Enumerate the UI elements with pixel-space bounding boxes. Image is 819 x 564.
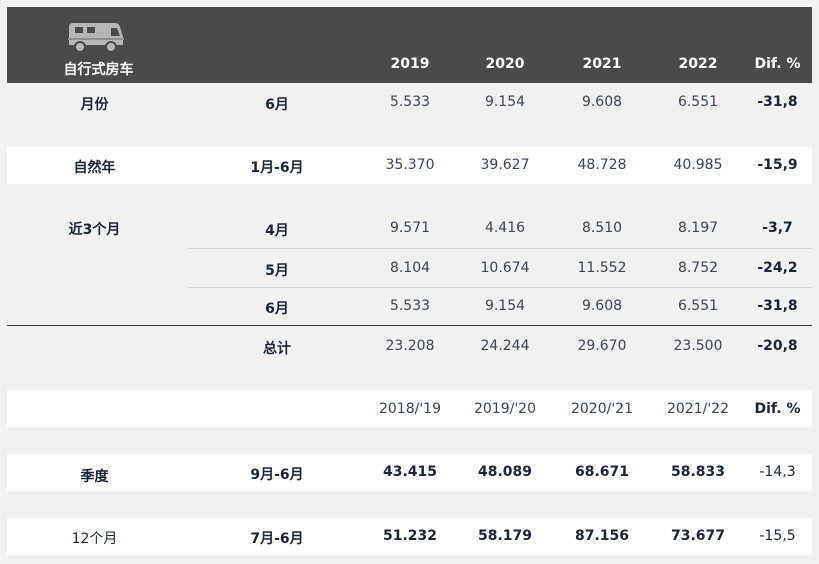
col-header-diff: Dif. %: [754, 401, 801, 417]
row-label: 季度: [80, 469, 109, 485]
cell-2021: 9.608: [581, 298, 623, 314]
cell-diff: -3,7: [762, 220, 793, 236]
row-period: 4月: [265, 223, 289, 239]
cell-2019-20: 58.179: [477, 528, 533, 544]
row-period: 1月-6月: [250, 160, 304, 176]
table-row-ytd: [7, 147, 812, 184]
row-label: 自然年: [73, 160, 116, 176]
cell-2020: 4.416: [484, 220, 526, 236]
cell-diff: -31,8: [757, 298, 798, 314]
cell-2021: 9.608: [581, 94, 623, 110]
cell-diff: -15,5: [759, 528, 796, 544]
cell-2021: 8.510: [581, 220, 623, 236]
cell-2022: 23.500: [673, 338, 723, 354]
cell-2022: 6.551: [677, 94, 719, 110]
cell-2022: 8.752: [677, 260, 719, 276]
table-header: 自行式房车 2019 2020 2021 2022 Dif. %: [7, 7, 812, 83]
cell-2020: 9.154: [484, 298, 526, 314]
row-period: 5月: [265, 263, 289, 279]
row-divider: [188, 248, 812, 249]
motorhome-icon: [68, 23, 124, 53]
row-period: 总计: [263, 341, 291, 357]
table-row-12-months: [7, 518, 812, 555]
col-header-2019-20: 2019/'20: [473, 401, 536, 417]
row-period: 9月-6月: [250, 467, 304, 483]
row-period: 6月: [265, 301, 289, 317]
cell-2019: 23.208: [385, 338, 435, 354]
cell-2021: 11.552: [577, 260, 627, 276]
cell-diff: -24,2: [757, 260, 798, 276]
cell-2022: 8.197: [677, 220, 719, 236]
season-header-band: [7, 390, 812, 427]
cell-2019: 35.370: [385, 157, 435, 173]
cell-2022: 40.985: [673, 157, 723, 173]
cell-2020: 39.627: [480, 157, 530, 173]
col-header-diff: Dif. %: [754, 56, 801, 72]
cell-2020-21: 68.671: [574, 464, 630, 480]
cell-2022: 6.551: [677, 298, 719, 314]
col-header-2020: 2020: [485, 56, 525, 72]
row-period: 6月: [265, 97, 289, 113]
table-row-season: [7, 454, 812, 491]
col-header-2020-21: 2020/'21: [570, 401, 633, 417]
cell-2019: 8.104: [389, 260, 431, 276]
cell-2020: 24.244: [480, 338, 530, 354]
cell-2019: 5.533: [389, 298, 431, 314]
cell-2019: 9.571: [389, 220, 431, 236]
cell-2019-20: 48.089: [477, 464, 533, 480]
total-divider: [7, 325, 812, 326]
row-period: 7月-6月: [250, 531, 304, 547]
row-label: 12个月: [71, 531, 118, 547]
cell-diff: -20,8: [757, 338, 798, 354]
cell-2020-21: 87.156: [574, 528, 630, 544]
row-divider: [188, 287, 812, 288]
table-title: 自行式房车: [63, 62, 134, 78]
cell-2020: 10.674: [480, 260, 530, 276]
cell-2019: 5.533: [389, 94, 431, 110]
cell-diff: -14,3: [759, 464, 796, 480]
cell-2021-22: 58.833: [670, 464, 726, 480]
cell-2021-22: 73.677: [670, 528, 726, 544]
col-header-2022: 2022: [678, 56, 718, 72]
cell-diff: -15,9: [757, 157, 798, 173]
col-header-2021: 2021: [582, 56, 622, 72]
cell-2018-19: 43.415: [382, 464, 438, 480]
col-header-2018-19: 2018/'19: [378, 401, 441, 417]
cell-2020: 9.154: [484, 94, 526, 110]
cell-2021: 29.670: [577, 338, 627, 354]
col-header-2019: 2019: [390, 56, 430, 72]
col-header-2021-22: 2021/'22: [666, 401, 729, 417]
row-label: 近3个月: [68, 222, 121, 238]
cell-diff: -31,8: [757, 94, 798, 110]
cell-2018-19: 51.232: [382, 528, 438, 544]
cell-2021: 48.728: [577, 157, 627, 173]
row-label: 月份: [80, 97, 109, 113]
